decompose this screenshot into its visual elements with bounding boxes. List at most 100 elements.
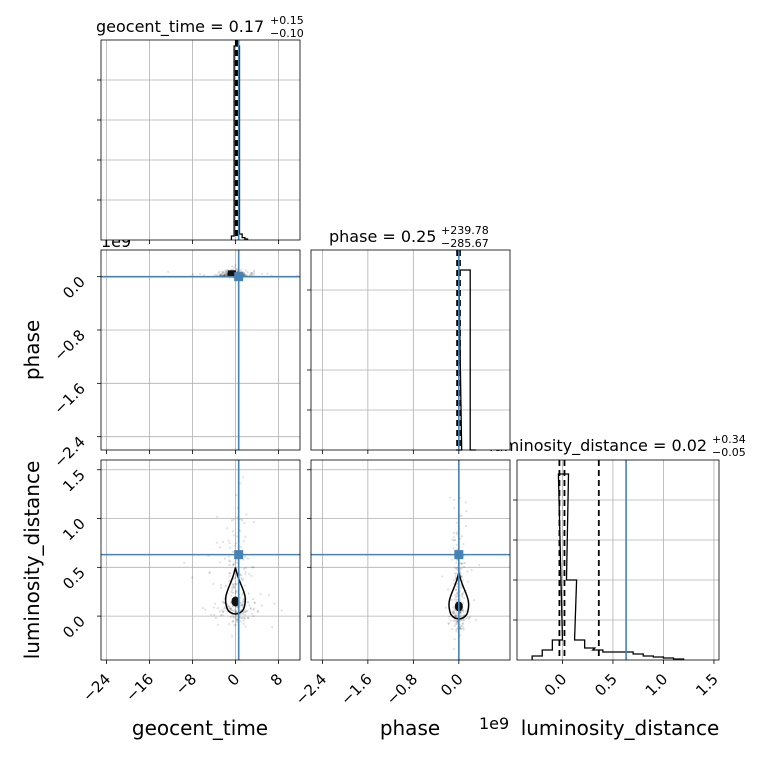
scatter-point	[463, 618, 466, 621]
scatter-point	[227, 605, 231, 608]
scatter-point	[204, 608, 207, 611]
xtick-label-geocent-time: 0	[224, 670, 243, 689]
scatter-point	[453, 612, 456, 615]
scatter-point	[230, 519, 233, 522]
scatter-point	[455, 620, 458, 623]
scatter-point	[462, 626, 465, 629]
scatter-point	[455, 628, 458, 631]
scatter-point	[235, 620, 239, 624]
scatter-point	[455, 531, 458, 534]
scatter-point	[229, 607, 232, 610]
scatter-point	[236, 516, 239, 519]
scatter-point	[459, 562, 462, 565]
scatter-point	[452, 531, 455, 535]
scatter-point	[232, 583, 235, 586]
scatter-point	[225, 271, 228, 274]
scatter-point	[242, 558, 245, 561]
scatter-point	[242, 476, 245, 479]
scatter-point	[223, 601, 226, 604]
scatter-point	[465, 510, 468, 513]
scatter-point	[460, 618, 463, 622]
scatter-point	[244, 625, 247, 628]
scatter-point	[454, 596, 457, 599]
xlabel-geocent-time: geocent_time	[132, 716, 268, 740]
scatter-point	[235, 614, 238, 618]
scatter-point	[447, 622, 450, 625]
scatter-point	[235, 616, 238, 620]
scatter-point	[451, 538, 454, 541]
scatter-point	[266, 272, 269, 275]
scatter-point	[230, 635, 234, 638]
scatter-point	[219, 586, 222, 590]
scatter-point	[464, 525, 468, 528]
scatter-point	[232, 577, 235, 580]
scatter-point	[220, 613, 223, 617]
scatter-point	[246, 609, 249, 612]
scatter-point	[243, 567, 246, 570]
xtick-label-luminosity-distance: 1.5	[692, 670, 722, 700]
scatter-point	[455, 598, 458, 601]
scatter-point	[452, 619, 456, 622]
scatter-point	[234, 623, 237, 626]
scatter-point	[243, 273, 246, 276]
scatter-point	[228, 541, 231, 545]
scatter-point	[234, 609, 238, 613]
scatter-point	[239, 603, 242, 607]
scatter-point	[474, 618, 478, 622]
scatter-point	[452, 610, 455, 613]
scatter-point	[464, 609, 468, 612]
scatter-point	[241, 604, 244, 607]
scatter-point	[239, 482, 242, 485]
scatter-point	[244, 269, 247, 272]
scatter-point	[462, 565, 466, 568]
scatter-point	[218, 546, 221, 549]
scatter-point	[191, 273, 195, 276]
scatter-point	[241, 602, 245, 605]
scatter-point	[252, 520, 255, 524]
scatter-point	[233, 586, 236, 589]
scatter-point	[231, 550, 234, 553]
scatter-point	[242, 611, 245, 614]
scatter-point	[251, 566, 254, 569]
scatter-point	[259, 593, 262, 596]
scatter-point	[221, 540, 225, 543]
scatter-point	[459, 586, 463, 589]
scatter-point	[450, 627, 454, 631]
scatter-point	[462, 591, 465, 594]
scatter-point	[241, 603, 244, 607]
scatter-point	[221, 600, 224, 603]
density-core-phase_vs_geocent_time	[227, 270, 236, 278]
scatter-point	[220, 584, 223, 587]
scatter-point	[223, 272, 226, 275]
scatter-point	[280, 609, 283, 612]
scatter-point	[242, 599, 245, 602]
scatter-point	[231, 608, 234, 611]
scatter-point	[222, 271, 225, 274]
scatter-point	[459, 627, 462, 630]
scatter-point	[244, 570, 247, 574]
scatter-point	[453, 624, 456, 627]
scatter-point	[452, 606, 455, 609]
scatter-point	[222, 270, 225, 274]
scatter-point	[453, 498, 456, 501]
scatter-point	[462, 610, 465, 613]
scatter-point	[221, 614, 224, 617]
scatter-point	[466, 580, 470, 583]
scatter-point	[224, 270, 227, 273]
title-luminosity-distance-sub: −0.05	[712, 446, 746, 459]
scatter-point	[455, 533, 458, 536]
ytick-label-phase: −2.4	[50, 433, 88, 471]
scatter-point	[461, 579, 465, 582]
scatter-point	[218, 270, 221, 273]
scatter-point	[221, 610, 225, 614]
scatter-point	[232, 518, 235, 521]
scatter-point	[233, 544, 237, 547]
scatter-point	[451, 558, 454, 561]
scatter-point	[242, 622, 245, 625]
scatter-point	[454, 538, 457, 542]
scatter-point	[235, 583, 238, 586]
scatter-point	[465, 617, 468, 620]
scatter-point	[257, 609, 260, 612]
scatter-point	[459, 612, 462, 615]
scatter-point	[449, 496, 452, 499]
